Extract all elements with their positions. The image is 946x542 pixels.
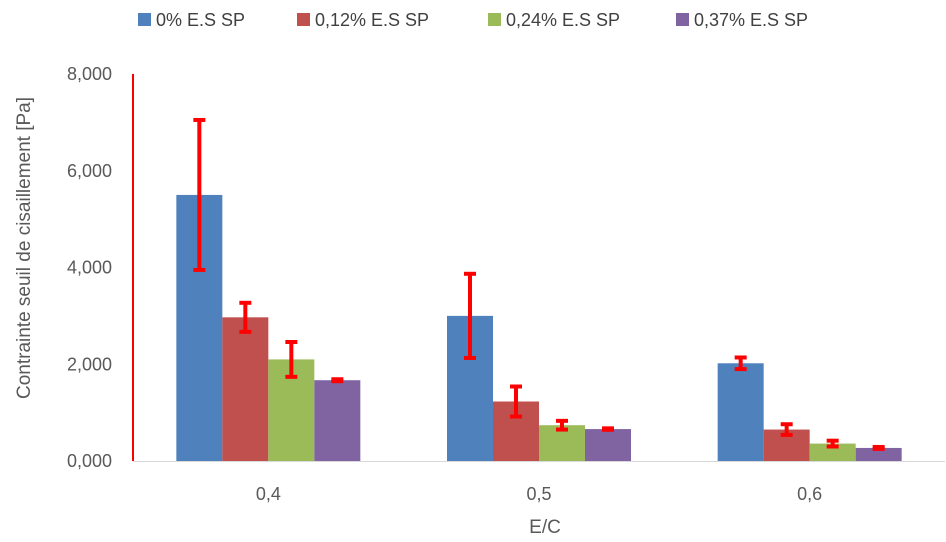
legend-swatch	[488, 13, 501, 26]
y-tick-label: 8,000	[67, 64, 112, 84]
error-bar	[193, 117, 206, 272]
legend-label: 0,12% E.S SP	[315, 10, 429, 30]
error-bar	[780, 422, 793, 437]
legend-label: 0% E.S SP	[156, 10, 245, 30]
bar	[314, 380, 361, 461]
x-axis: 0,4 0,5 0,6	[133, 461, 945, 504]
y-tick-label: 2,000	[67, 354, 112, 374]
x-tick-label: 0,4	[256, 484, 281, 504]
x-tick-label: 0,6	[797, 484, 822, 504]
y-tick-label: 0,000	[67, 451, 112, 471]
error-bar	[602, 426, 614, 432]
y-tick-label: 6,000	[67, 161, 112, 181]
bar	[717, 363, 764, 461]
bar	[222, 317, 269, 461]
bar	[809, 443, 856, 461]
error-bar	[872, 444, 885, 451]
bars	[176, 194, 902, 461]
legend: 0% E.S SP 0,12% E.S SP 0,24% E.S SP 0,37% E…	[138, 10, 808, 30]
error-bar	[285, 339, 298, 379]
error-bar	[826, 438, 839, 449]
error-bar	[464, 271, 476, 360]
error-bar	[510, 384, 522, 419]
legend-swatch	[138, 13, 151, 26]
error-bar	[556, 418, 568, 432]
legend-swatch	[676, 13, 689, 26]
y-tick-label: 4,000	[67, 258, 112, 278]
error-bar	[734, 355, 747, 372]
x-axis-title: E/C	[529, 517, 561, 538]
y-axis-title: Contrainte seuil de cisaillement [Pa]	[14, 97, 35, 399]
error-bar	[239, 300, 252, 334]
y-axis: 0,000 2,000 4,000 6,000 8,000	[67, 64, 134, 471]
legend-label: 0,37% E.S SP	[694, 10, 808, 30]
error-bars	[193, 117, 885, 451]
bar	[585, 429, 631, 461]
error-bar	[331, 377, 344, 384]
x-tick-label: 0,5	[526, 484, 551, 504]
legend-label: 0,24% E.S SP	[506, 10, 620, 30]
bar	[855, 447, 902, 461]
legend-swatch	[297, 13, 310, 26]
